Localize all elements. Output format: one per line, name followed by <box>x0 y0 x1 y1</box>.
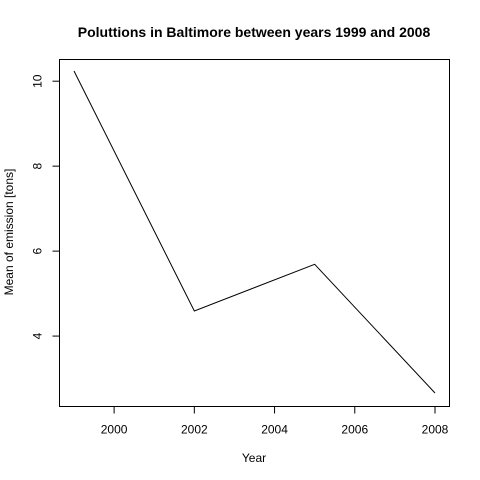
x-tick-label: 2006 <box>341 423 368 437</box>
chart-title: Poluttions in Baltimore between years 19… <box>78 24 431 40</box>
x-tick-label: 2008 <box>422 423 449 437</box>
series-group <box>73 70 436 394</box>
y-tick-label: 8 <box>31 162 45 169</box>
y-tick-label: 10 <box>31 74 45 88</box>
series-line <box>73 70 436 394</box>
x-tick-label: 2002 <box>181 423 208 437</box>
x-axis: 2000 2002 2004 2006 2008 <box>101 406 449 437</box>
x-axis-label: Year <box>242 451 266 465</box>
plot-area-box <box>59 59 450 407</box>
y-tick-label: 6 <box>31 247 45 254</box>
y-axis: 4 6 8 10 <box>31 74 60 339</box>
x-tick-label: 2004 <box>261 423 288 437</box>
y-axis-label: Mean of emission [tons] <box>2 169 16 296</box>
y-tick-label: 4 <box>31 332 45 339</box>
x-tick-label: 2000 <box>101 423 128 437</box>
